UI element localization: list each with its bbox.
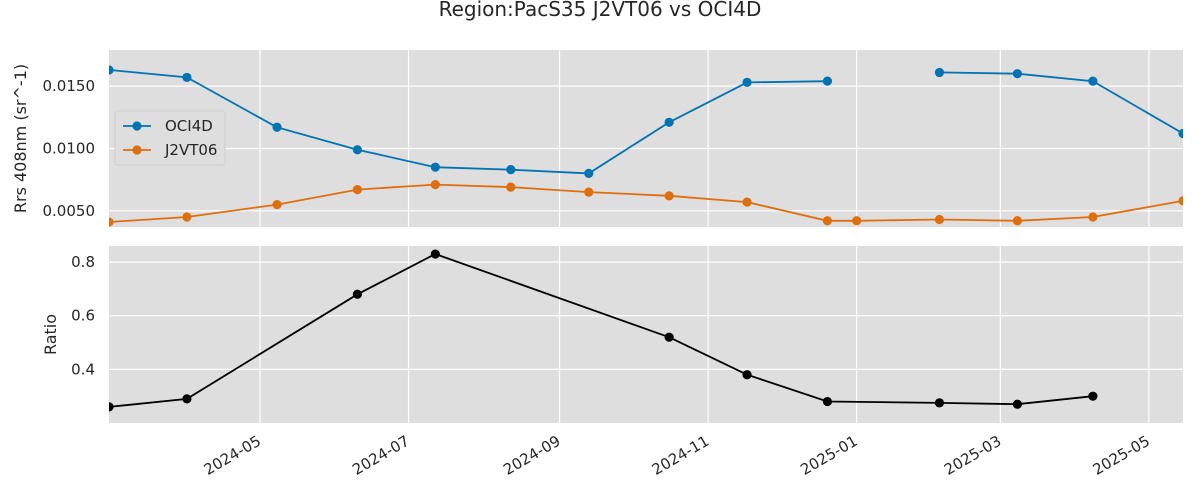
data-point xyxy=(352,289,363,299)
data-point xyxy=(1178,196,1183,206)
data-point xyxy=(1012,216,1022,226)
data-point xyxy=(664,332,674,342)
x-tick-label: 2025-03 xyxy=(941,432,1004,479)
y-tick-label: 0.0100 xyxy=(43,139,96,157)
data-point xyxy=(584,187,594,197)
data-point xyxy=(584,168,594,179)
data-point xyxy=(506,182,516,192)
data-point xyxy=(182,212,192,222)
data-point xyxy=(506,165,516,175)
data-point xyxy=(1088,212,1098,222)
data-point xyxy=(430,249,440,259)
y-tick-label: 0.6 xyxy=(71,307,95,325)
data-point xyxy=(109,217,114,227)
series-line xyxy=(109,253,1093,408)
bottom-panel: 0.4 0.6 0.8 Ratio xyxy=(41,246,1183,423)
y-axis-label: Ratio xyxy=(41,314,60,355)
data-point xyxy=(272,122,282,132)
y-tick-label: 0.0150 xyxy=(43,77,96,95)
data-point xyxy=(934,67,945,78)
series-line xyxy=(939,71,1183,135)
top-panel: 0.0050 0.0100 0.0150 Rrs 408nm (sr^-1) OCI4D… xyxy=(11,50,1183,227)
legend-label: OCI4D xyxy=(165,117,213,135)
data-point xyxy=(182,394,192,404)
x-tick-label: 2024-07 xyxy=(349,432,412,479)
y-tick-label: 0.4 xyxy=(71,360,95,378)
x-tick-label: 2024-11 xyxy=(649,432,712,479)
data-point xyxy=(742,77,752,88)
data-point xyxy=(742,197,752,207)
data-point xyxy=(852,216,862,226)
data-point xyxy=(664,191,674,201)
data-point xyxy=(352,145,363,155)
plot-area xyxy=(109,50,1183,227)
x-tick-label: 2024-05 xyxy=(201,432,264,479)
data-point xyxy=(822,396,833,407)
legend-marker xyxy=(132,145,142,155)
legend-label: J2VT06 xyxy=(164,141,217,159)
x-tick-label: 2025-01 xyxy=(797,432,860,479)
data-point xyxy=(352,185,363,195)
data-point xyxy=(664,117,674,127)
x-tick-label: 2025-05 xyxy=(1090,432,1153,479)
legend-box xyxy=(114,110,226,166)
plot-area xyxy=(109,246,1183,423)
data-point xyxy=(182,72,192,83)
y-axis-label: Rrs 408nm (sr^-1) xyxy=(11,64,30,213)
legend-marker xyxy=(132,121,142,131)
data-point xyxy=(742,370,752,380)
x-axis: 2024-05 2024-07 2024-09 2024-11 2025-01 2025-… xyxy=(201,432,1153,479)
data-point xyxy=(934,398,945,408)
data-point xyxy=(822,216,833,226)
data-point xyxy=(430,162,440,172)
y-tick-label: 0.0050 xyxy=(43,202,96,220)
data-point xyxy=(1012,399,1022,409)
data-point xyxy=(109,402,114,412)
data-point xyxy=(272,199,282,210)
data-point xyxy=(1012,69,1022,79)
series-group xyxy=(109,249,1098,412)
legend: OCI4D J2VT06 xyxy=(114,110,226,166)
data-point xyxy=(430,180,440,190)
chart-title: Region:PacS35 J2VT06 vs OCI4D xyxy=(439,0,762,21)
data-point xyxy=(109,65,114,75)
data-point xyxy=(822,76,833,86)
series-line xyxy=(109,69,828,175)
data-point xyxy=(1178,128,1183,139)
series-group xyxy=(109,65,1183,227)
data-point xyxy=(1088,391,1098,401)
y-tick-label: 0.8 xyxy=(71,253,95,271)
x-tick-label: 2024-09 xyxy=(500,432,563,479)
data-point xyxy=(1088,76,1098,86)
data-point xyxy=(934,214,945,225)
